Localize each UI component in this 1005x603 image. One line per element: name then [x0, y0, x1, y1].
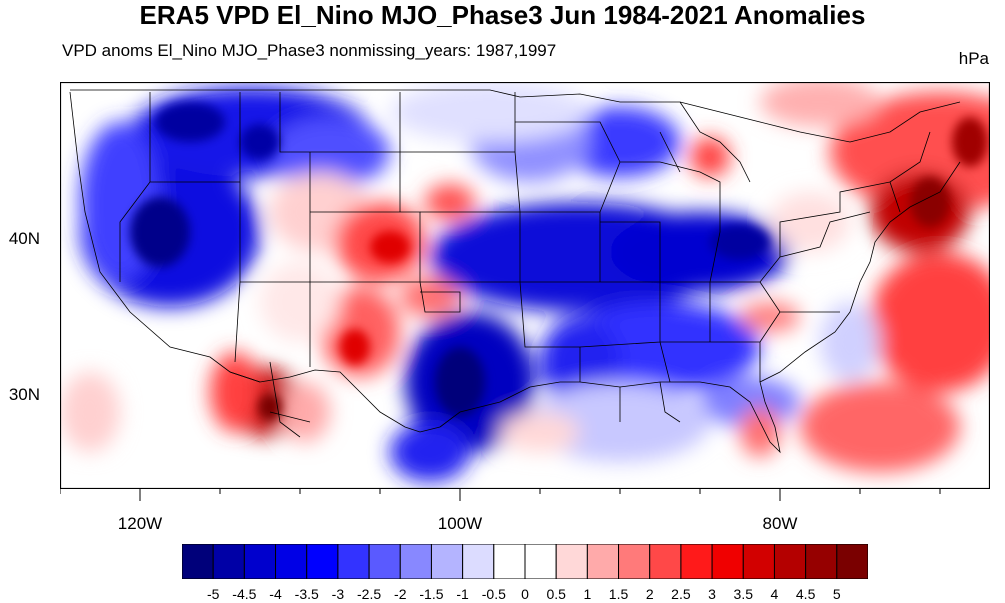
state-borders — [69, 89, 961, 454]
colorbar-swatch — [462, 544, 495, 579]
colorbar-swatch — [212, 544, 245, 579]
colorbar-tick-label: 1.5 — [608, 586, 629, 602]
lon-label-80w: 80W — [762, 514, 798, 533]
colorbar-swatch — [711, 544, 744, 579]
colorbar — [182, 544, 868, 579]
anomaly-detail — [130, 102, 988, 421]
colorbar-swatch — [836, 544, 868, 579]
colorbar-swatch — [680, 544, 713, 579]
colorbar-tick-label: -4 — [269, 586, 282, 602]
colorbar-tick-label: 1 — [583, 586, 592, 602]
colorbar-swatch — [243, 544, 277, 579]
colorbar-tick-label: 5 — [832, 586, 841, 602]
colorbar-swatch — [555, 544, 588, 579]
colorbar-tick-label: -1.5 — [419, 586, 444, 602]
colorbar-tick-label: -4.5 — [232, 586, 257, 602]
colorbar-tick-label: -2 — [394, 586, 407, 602]
colorbar-swatch — [430, 544, 464, 579]
colorbar-tick-label: 4 — [770, 586, 779, 602]
colorbar-tick-label: -1 — [456, 586, 469, 602]
map-panel — [60, 82, 990, 501]
lat-label-40n: 40N — [8, 229, 40, 248]
colorbar-swatch — [368, 544, 401, 579]
anomaly-map — [60, 82, 990, 489]
lon-label-120w: 120W — [117, 514, 163, 533]
lon-label-100w: 100W — [437, 514, 483, 533]
colorbar-tick-label: 3.5 — [733, 586, 753, 602]
colorbar-tick-label: -0.5 — [481, 586, 506, 602]
colorbar-swatch — [649, 544, 682, 579]
colorbar-tick-label: 0.5 — [546, 586, 566, 602]
colorbar-swatch — [524, 544, 557, 579]
colorbar-tick-label: -2.5 — [357, 586, 382, 602]
colorbar-tick-label: 4.5 — [795, 586, 816, 602]
colorbar-swatch — [306, 544, 339, 579]
colorbar-tick-label: 3 — [708, 586, 716, 602]
lat-label-30n: 30N — [8, 385, 40, 404]
colorbar-tick-label: -3 — [331, 586, 345, 602]
colorbar-tick-label: -3.5 — [294, 586, 319, 602]
colorbar-swatch — [742, 544, 775, 579]
map-frame — [60, 82, 990, 489]
map-title: ERA5 VPD El_Nino MJO_Phase3 Jun 1984-202… — [139, 0, 866, 30]
colorbar-swatch — [586, 544, 620, 579]
colorbar-swatch — [275, 544, 308, 579]
colorbar-swatch — [399, 544, 432, 579]
colorbar-tick-label: 2 — [645, 586, 654, 602]
colorbar-swatch — [618, 544, 651, 579]
colorbar-swatch — [773, 544, 807, 579]
colorbar-tick-label: 2.5 — [671, 586, 691, 602]
colorbar-swatch — [337, 544, 370, 579]
map-subtitle: VPD anoms El_Nino MJO_Phase3 nonmissing_… — [62, 41, 557, 60]
colorbar-tick-label: 0 — [521, 586, 529, 602]
colorbar-swatch — [182, 544, 214, 579]
units-label: hPa — [958, 49, 989, 68]
colorbar-tick-label: -5 — [206, 586, 220, 602]
colorbar-swatch — [805, 544, 838, 579]
bottom-ticks — [60, 489, 941, 501]
colorbar-swatch — [493, 544, 526, 579]
